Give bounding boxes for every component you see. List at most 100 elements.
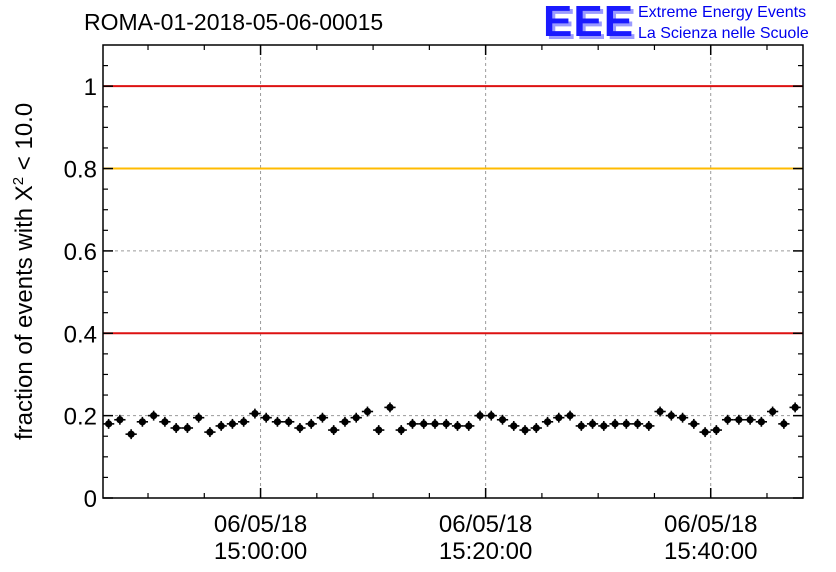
y-axis-label-suffix: < 10.0 <box>11 102 38 177</box>
data-point <box>530 423 542 433</box>
x-tick-label-date: 06/05/18 <box>214 511 307 538</box>
data-point <box>316 412 329 423</box>
data-point <box>789 402 801 413</box>
data-point <box>283 416 295 427</box>
data-point <box>159 416 171 427</box>
data-point <box>350 412 362 423</box>
data-point <box>103 418 115 429</box>
data-point <box>676 412 689 423</box>
point-marker <box>476 412 484 420</box>
data-point <box>215 420 227 431</box>
point-marker <box>330 426 338 434</box>
point-marker <box>195 414 203 422</box>
data-point <box>665 410 677 421</box>
point-marker <box>735 416 743 424</box>
point-marker <box>521 426 529 434</box>
data-point <box>541 416 554 427</box>
point-marker <box>566 412 574 420</box>
data-point <box>575 420 587 431</box>
y-tick-label: 0 <box>84 486 97 513</box>
point-marker <box>600 422 608 430</box>
point-marker <box>228 420 237 428</box>
data-point <box>508 420 520 431</box>
data-point <box>519 425 531 435</box>
data-point <box>755 416 767 427</box>
data-point <box>451 420 464 431</box>
point-marker <box>498 416 507 424</box>
point-marker <box>386 403 394 411</box>
y-axis-label-superscript: 2 <box>10 176 27 186</box>
data-point <box>226 418 239 429</box>
data-point <box>339 416 351 427</box>
data-point <box>271 416 284 427</box>
data-point <box>631 418 644 429</box>
point-marker <box>363 407 372 416</box>
point-marker <box>127 430 135 438</box>
point-marker <box>656 407 664 416</box>
data-point <box>418 418 430 429</box>
logo-text-line2: La Scienza nelle Scuole <box>638 25 809 42</box>
y-tick-label: 0.6 <box>64 239 97 266</box>
y-tick-label: 0.8 <box>64 157 97 184</box>
data-point <box>429 418 441 429</box>
point-marker <box>622 420 630 428</box>
point-marker <box>183 424 192 432</box>
point-marker <box>757 418 765 426</box>
data-point <box>260 412 272 423</box>
point-marker <box>769 407 777 416</box>
point-marker <box>633 420 642 428</box>
data-point <box>733 414 745 425</box>
axis-ticks <box>103 45 803 499</box>
data-point <box>148 410 160 421</box>
point-marker <box>206 428 214 436</box>
logo-text-line1: Extreme Energy Events <box>638 4 807 21</box>
data-point <box>181 423 194 433</box>
x-tick-label-date: 06/05/18 <box>439 511 532 538</box>
point-marker <box>318 414 327 422</box>
data-point <box>609 418 621 429</box>
data-point <box>361 406 374 417</box>
point-marker <box>251 409 259 418</box>
point-marker <box>296 424 304 432</box>
point-marker <box>690 420 698 428</box>
data-point <box>654 406 666 417</box>
data-point <box>766 406 779 417</box>
point-marker <box>532 424 540 432</box>
point-marker <box>667 412 675 420</box>
data-point <box>721 414 734 425</box>
data-point <box>643 420 655 431</box>
data-point <box>710 425 722 435</box>
data-point <box>125 429 137 440</box>
data-point <box>598 420 610 431</box>
point-marker <box>645 422 653 430</box>
data-point <box>136 416 149 427</box>
point-marker <box>431 420 439 428</box>
point-marker <box>577 422 585 430</box>
y-tick-label: 0.4 <box>64 321 97 348</box>
run-title: ROMA-01-2018-05-06-00015 <box>84 9 384 35</box>
y-tick-label: 0.2 <box>64 404 97 431</box>
data-point <box>485 410 497 421</box>
y-tick-label: 1 <box>84 74 97 101</box>
point-marker <box>217 422 225 430</box>
data-point <box>440 418 452 429</box>
point-marker <box>678 414 687 422</box>
point-marker <box>408 420 417 428</box>
x-tick-label-date: 06/05/18 <box>664 511 757 538</box>
point-marker <box>487 412 495 420</box>
data-point <box>564 410 576 421</box>
point-marker <box>611 420 619 428</box>
data-point <box>384 402 396 413</box>
point-marker <box>273 418 282 426</box>
data-point <box>586 418 599 429</box>
point-marker <box>465 422 473 430</box>
data-point <box>474 410 486 421</box>
data-point <box>406 418 419 429</box>
data-point <box>688 418 700 429</box>
point-marker <box>138 418 146 426</box>
data-point <box>204 427 216 438</box>
point-marker <box>116 416 124 424</box>
point-marker <box>375 426 383 434</box>
data-point <box>114 414 126 425</box>
